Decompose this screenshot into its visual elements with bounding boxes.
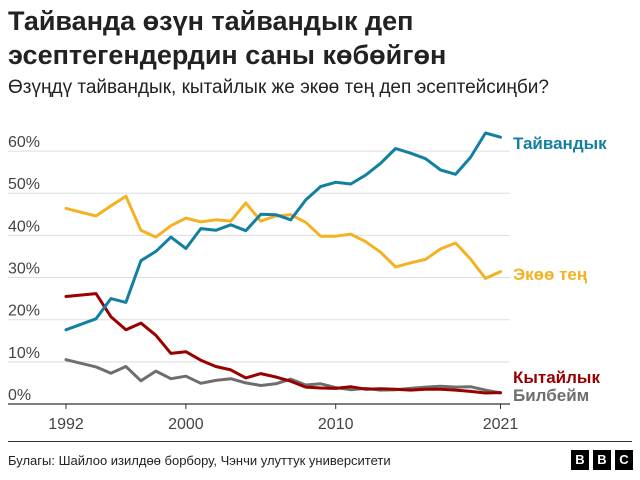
series-label-1: Экөө тең [513, 265, 588, 284]
x-tick-label: 1992 [48, 416, 84, 433]
x-axis-ticks: 1992 2000 2010 2021 [48, 404, 518, 433]
series-line-1 [64, 194, 502, 280]
y-tick-label: 50% [8, 176, 40, 193]
y-gridlines [8, 150, 510, 405]
source-note: Булагы: Шайлоо изилдөө борбору, Чэнчи ул… [8, 453, 391, 468]
bbc-logo-letter: B [571, 450, 589, 470]
y-tick-label: 40% [8, 218, 40, 235]
chart-title: Тайванда өзүн тайвандык деп эсептегендер… [8, 6, 447, 70]
footer-divider [8, 441, 632, 442]
y-tick-label: 10% [8, 345, 40, 362]
series-lines [64, 131, 502, 395]
series-label-0: Тайвандык [513, 134, 607, 153]
series-line-2 [64, 292, 502, 395]
series-label-3: Билбейм [513, 386, 589, 405]
chart-subtitle: Өзүңдү тайвандык, кытайлык же экөө тең д… [8, 77, 549, 98]
series-label-2: Кытайлык [513, 368, 600, 387]
series-line-3 [64, 358, 502, 395]
bbc-logo: B B C [571, 450, 633, 470]
bbc-logo-letter: B [593, 450, 611, 470]
x-tick-label: 2010 [318, 416, 354, 433]
line-chart: 0% 10% 20% 30% 40% 50% 60% 1992 2000 2010 2021 Та… [8, 131, 607, 433]
y-tick-label: 60% [8, 134, 40, 151]
x-tick-label: 2000 [168, 416, 204, 433]
bbc-logo-letter: C [615, 450, 633, 470]
y-axis-tick-labels: 0% 10% 20% 30% 40% 50% 60% [8, 134, 40, 404]
y-tick-label: 20% [8, 303, 40, 320]
y-tick-label: 0% [8, 387, 31, 404]
series-line-0 [64, 131, 502, 332]
x-tick-label: 2021 [483, 416, 519, 433]
y-tick-label: 30% [8, 261, 40, 278]
